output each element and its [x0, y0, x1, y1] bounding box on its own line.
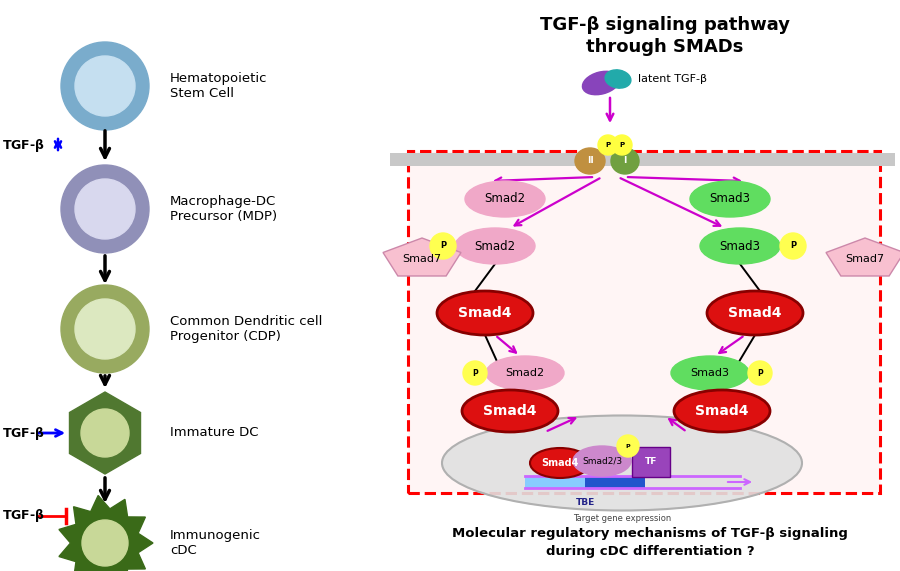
Text: I: I: [624, 156, 626, 166]
Text: Smad4: Smad4: [541, 458, 579, 468]
Text: Hematopoietic
Stem Cell: Hematopoietic Stem Cell: [170, 72, 267, 100]
Text: Immature DC: Immature DC: [170, 427, 258, 440]
Text: II: II: [587, 156, 593, 166]
Text: P: P: [757, 368, 763, 377]
Ellipse shape: [611, 148, 639, 174]
Text: TGF-$\bf\beta$: TGF-$\bf\beta$: [2, 508, 45, 525]
Text: Smad4: Smad4: [483, 404, 536, 418]
Text: Smad2: Smad2: [474, 239, 516, 252]
Circle shape: [61, 42, 149, 130]
Ellipse shape: [465, 181, 545, 217]
Circle shape: [75, 56, 135, 116]
Circle shape: [748, 361, 772, 385]
Text: P: P: [626, 444, 630, 448]
Ellipse shape: [530, 448, 590, 478]
Text: Smad7: Smad7: [402, 254, 442, 264]
Text: TGF-$\bf\beta$: TGF-$\bf\beta$: [2, 424, 45, 441]
FancyBboxPatch shape: [585, 476, 645, 488]
Text: TF: TF: [644, 457, 657, 467]
FancyBboxPatch shape: [525, 476, 585, 488]
Text: Smad2/3: Smad2/3: [582, 456, 622, 465]
Text: Smad7: Smad7: [845, 254, 885, 264]
Circle shape: [612, 135, 632, 155]
Ellipse shape: [486, 356, 564, 390]
Text: Smad3: Smad3: [690, 368, 730, 378]
FancyBboxPatch shape: [408, 151, 880, 493]
Ellipse shape: [700, 228, 780, 264]
Text: P: P: [440, 242, 446, 251]
Ellipse shape: [573, 446, 631, 476]
Circle shape: [82, 520, 128, 566]
Circle shape: [780, 233, 806, 259]
Circle shape: [61, 285, 149, 373]
Circle shape: [430, 233, 456, 259]
Text: Target gene expression: Target gene expression: [573, 514, 671, 523]
Polygon shape: [58, 496, 153, 571]
Text: TBE: TBE: [575, 498, 595, 507]
Text: Smad3: Smad3: [709, 192, 751, 206]
Ellipse shape: [575, 148, 605, 174]
Text: Common Dendritic cell
Progenitor (CDP): Common Dendritic cell Progenitor (CDP): [170, 315, 322, 343]
Circle shape: [617, 435, 639, 457]
Text: Smad4: Smad4: [728, 306, 782, 320]
Text: TGF-β signaling pathway
through SMADs: TGF-β signaling pathway through SMADs: [540, 16, 790, 56]
Circle shape: [75, 299, 135, 359]
Text: TGF-$\bf\beta$: TGF-$\bf\beta$: [2, 136, 45, 154]
Text: P: P: [619, 142, 625, 148]
Ellipse shape: [707, 291, 803, 335]
Circle shape: [75, 179, 135, 239]
Ellipse shape: [674, 390, 770, 432]
Text: Smad4: Smad4: [458, 306, 512, 320]
Ellipse shape: [442, 416, 802, 510]
Polygon shape: [826, 238, 900, 276]
Text: P: P: [790, 242, 796, 251]
Text: Immunogenic
cDC: Immunogenic cDC: [170, 529, 261, 557]
Ellipse shape: [690, 181, 770, 217]
Text: P: P: [472, 368, 478, 377]
Polygon shape: [383, 238, 461, 276]
Circle shape: [81, 409, 129, 457]
FancyBboxPatch shape: [632, 447, 670, 477]
Text: Molecular regulatory mechanisms of TGF-β signaling
during cDC differentiation ?: Molecular regulatory mechanisms of TGF-β…: [452, 527, 848, 558]
Ellipse shape: [462, 390, 558, 432]
Polygon shape: [69, 392, 140, 474]
Circle shape: [598, 135, 618, 155]
Text: latent TGF-β: latent TGF-β: [638, 74, 707, 84]
Circle shape: [61, 165, 149, 253]
Text: Smad2: Smad2: [506, 368, 544, 378]
Text: Smad4: Smad4: [695, 404, 749, 418]
Ellipse shape: [605, 70, 631, 88]
Text: Smad2: Smad2: [484, 192, 526, 206]
Ellipse shape: [671, 356, 749, 390]
Ellipse shape: [437, 291, 533, 335]
Ellipse shape: [582, 71, 619, 95]
Text: Smad3: Smad3: [719, 239, 760, 252]
Text: Macrophage-DC
Precursor (MDP): Macrophage-DC Precursor (MDP): [170, 195, 277, 223]
FancyBboxPatch shape: [390, 152, 895, 166]
Ellipse shape: [455, 228, 535, 264]
Text: P: P: [606, 142, 610, 148]
Circle shape: [463, 361, 487, 385]
